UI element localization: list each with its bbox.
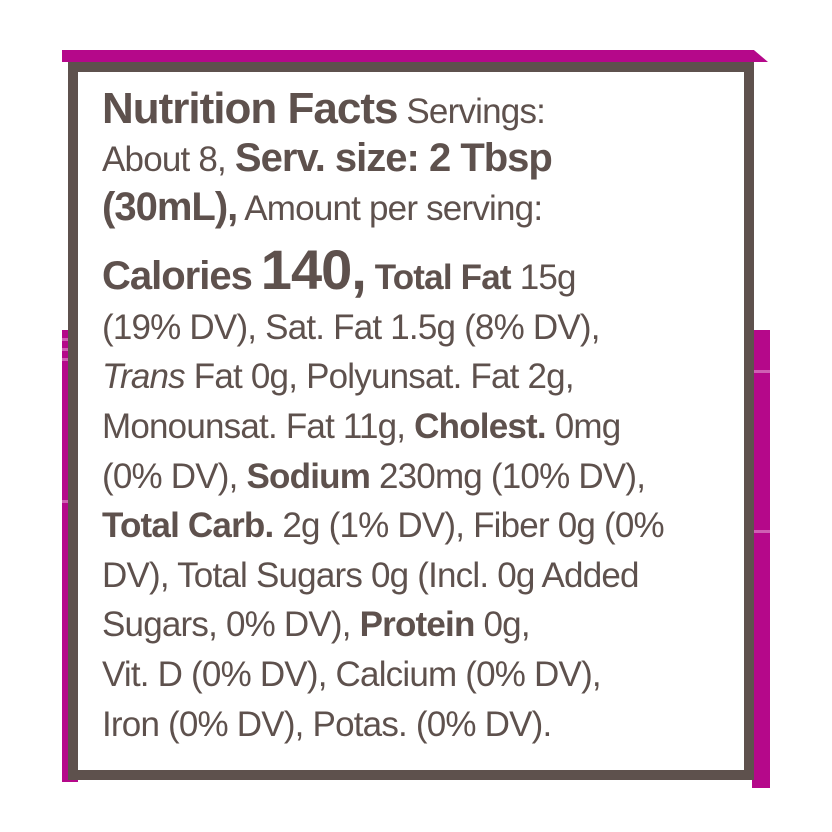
line-protein: Sugars, 0% DV), Protein 0g, bbox=[102, 600, 742, 650]
right-decorative-strip bbox=[752, 330, 770, 788]
cholest-dv: (0% DV), bbox=[102, 456, 247, 496]
amount-per-serving: Amount per serving: bbox=[244, 189, 543, 229]
title: Nutrition Facts bbox=[102, 84, 398, 133]
cholest-label: Cholest. bbox=[414, 406, 546, 446]
sodium-value: 230mg (10% DV), bbox=[370, 456, 646, 496]
carb-label: Total Carb. bbox=[102, 506, 274, 546]
top-accent-bar bbox=[62, 50, 768, 62]
calories-value: 140, bbox=[260, 237, 367, 301]
line-sodium: (0% DV), Sodium 230mg (10% DV), bbox=[102, 452, 742, 502]
line-carb: Total Carb. 2g (1% DV), Fiber 0g (0% bbox=[102, 501, 742, 551]
line-calories: Calories 140, Total Fat 15g bbox=[102, 233, 742, 303]
sodium-label: Sodium bbox=[246, 456, 371, 496]
nutrition-facts-panel bbox=[68, 62, 754, 780]
protein-label: Protein bbox=[359, 605, 476, 645]
line-minerals: Iron (0% DV), Potas. (0% DV). bbox=[102, 704, 552, 744]
protein-value: 0g, bbox=[474, 605, 531, 645]
serving-size-ml: (30mL), bbox=[102, 185, 238, 230]
nutrition-facts-text: Nutrition Facts Servings: About 8, Serv.… bbox=[102, 84, 742, 749]
line-sugars: DV), Total Sugars 0g (Incl. 0g Added bbox=[102, 555, 640, 595]
servings-label: Servings: bbox=[406, 92, 546, 131]
trans-label: Trans bbox=[102, 357, 186, 397]
trans-rest: Fat 0g, Polyunsat. Fat 2g, bbox=[184, 357, 575, 397]
servings-value: About 8, bbox=[102, 139, 227, 179]
total-fat-label: Total Fat bbox=[374, 257, 512, 297]
line-trans: Trans Fat 0g, Polyunsat. Fat 2g, bbox=[102, 352, 742, 402]
line-fat-detail: (19% DV), Sat. Fat 1.5g (8% DV), bbox=[102, 307, 600, 347]
total-fat-value: 15g bbox=[519, 257, 577, 297]
line-vitamins: Vit. D (0% DV), Calcium (0% DV), bbox=[102, 654, 602, 694]
calories-label: Calories bbox=[102, 253, 253, 298]
serving-size: Serv. size: 2 Tbsp bbox=[234, 135, 553, 180]
line-title: Nutrition Facts Servings: bbox=[102, 84, 742, 134]
line-amount: (30mL), Amount per serving: bbox=[102, 183, 742, 233]
line-mono: Monounsat. Fat 11g, Cholest. 0mg bbox=[102, 402, 742, 452]
added-sugars: Sugars, 0% DV), bbox=[102, 605, 360, 645]
mono-fat: Monounsat. Fat 11g, bbox=[102, 406, 415, 446]
line-serving: About 8, Serv. size: 2 Tbsp bbox=[102, 134, 742, 184]
carb-value: 2g (1% DV), Fiber 0g (0% bbox=[273, 506, 664, 546]
cholest-value: 0mg bbox=[545, 406, 621, 446]
